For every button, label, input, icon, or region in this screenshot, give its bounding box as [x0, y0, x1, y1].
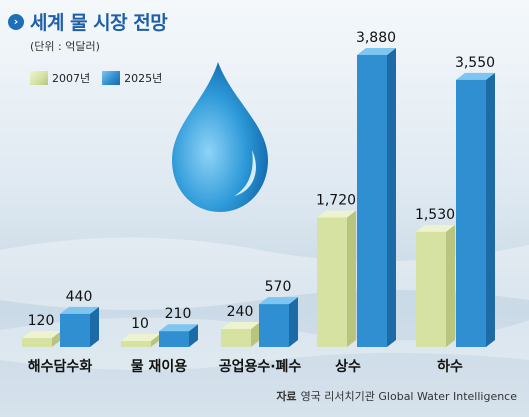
- bar-0-4-side: [446, 224, 455, 347]
- legend-item-2025: 2025년: [102, 70, 162, 86]
- bar-1-1-side: [189, 324, 198, 347]
- source-note: 자료 영국 리서치기관 Global Water Intelligence: [276, 388, 517, 404]
- chevron-right-icon: ›: [8, 13, 24, 30]
- bar-1-2: [259, 304, 289, 347]
- bar-1-3-top: [357, 48, 396, 55]
- bar-0-1-side: [151, 334, 160, 347]
- legend-label-2025: 2025년: [124, 72, 163, 85]
- source-text: 영국 리서치기관 Global Water Intelligence: [300, 390, 517, 403]
- bar-1-1-top: [159, 324, 198, 332]
- source-label: 자료: [276, 390, 297, 403]
- bar-1-4: [456, 79, 486, 347]
- bar-1-0-side: [90, 306, 99, 347]
- bar-0-3-top: [317, 210, 356, 218]
- bar-0-1-top: [121, 334, 160, 341]
- legend-swatch-2007: [30, 71, 48, 85]
- title-block: › 세계 물 시장 전망: [8, 8, 168, 35]
- category-label-3: 상수: [335, 359, 361, 375]
- bar-1-3-side: [387, 48, 396, 347]
- value-label-1-3: 3,880: [356, 30, 396, 46]
- bar-1-2-top: [259, 297, 298, 305]
- value-label-0-2: 240: [227, 304, 254, 320]
- category-label-1: 물 재이용: [131, 358, 188, 375]
- bar-1-2-side: [289, 297, 298, 347]
- category-label-2: 공업용수·폐수: [219, 359, 302, 375]
- value-label-0-4: 1,530: [415, 207, 455, 223]
- bar-0-3: [317, 217, 347, 347]
- bar-0-1: [121, 341, 151, 347]
- bar-0-0: [22, 337, 52, 347]
- water-drop-icon: [172, 62, 268, 212]
- bar-0-4: [416, 231, 446, 347]
- bar-0-2: [221, 328, 251, 347]
- value-label-0-3: 1,720: [316, 193, 356, 209]
- value-label-1-4: 3,550: [455, 55, 495, 71]
- legend-item-2007: 2007년: [30, 70, 90, 86]
- bar-1-4-top: [456, 72, 495, 80]
- value-label-1-1: 210: [165, 306, 192, 322]
- bar-0-3-side: [347, 210, 356, 347]
- category-label-4: 하수: [437, 358, 463, 375]
- value-label-0-0: 120: [28, 313, 55, 329]
- bar-0-2-side: [251, 321, 260, 347]
- bar-1-0-top: [60, 306, 99, 314]
- bar-1-4-side: [486, 72, 495, 347]
- value-label-1-2: 570: [265, 279, 292, 295]
- unit-label: (단위 : 억달러): [30, 40, 100, 53]
- category-label-0: 해수담수화: [28, 358, 93, 375]
- bar-1-1: [159, 331, 189, 347]
- bar-0-2-top: [221, 321, 260, 329]
- legend: 2007년 2025년: [30, 70, 174, 86]
- legend-swatch-2025: [102, 71, 121, 85]
- bar-0-4-top: [416, 224, 455, 232]
- value-label-0-1: 10: [131, 316, 149, 332]
- legend-label-2007: 2007년: [52, 72, 91, 85]
- value-label-1-0: 440: [66, 289, 93, 305]
- bar-1-3: [357, 55, 387, 347]
- bar-1-0: [60, 313, 90, 347]
- chart-title: 세계 물 시장 전망: [30, 12, 168, 34]
- bar-0-0-side: [52, 330, 61, 347]
- bar-0-0-top: [22, 330, 61, 338]
